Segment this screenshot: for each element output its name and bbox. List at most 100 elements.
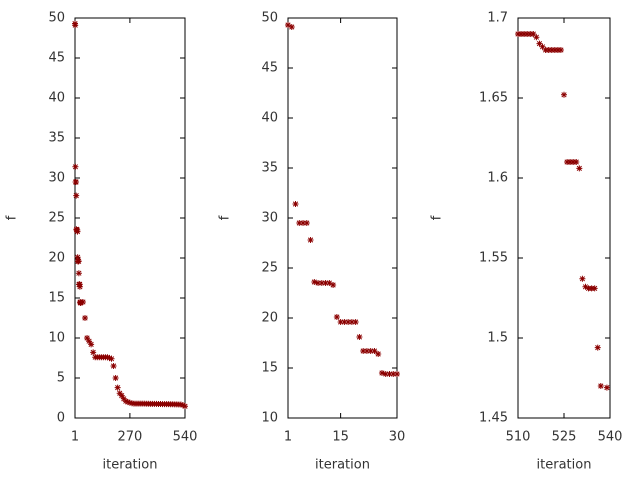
marker: [73, 179, 80, 185]
marker: [177, 401, 184, 408]
marker: [573, 159, 580, 165]
plot-frame: [287, 17, 398, 419]
y-tick-label: 1.6: [487, 171, 508, 186]
y-axis-label: f: [430, 215, 445, 220]
marker: [360, 348, 367, 354]
marker: [375, 351, 382, 357]
y-tick-label: 50: [261, 11, 278, 26]
y-tick-label: 15: [48, 291, 65, 306]
marker: [72, 22, 79, 29]
marker: [76, 283, 83, 290]
marker: [579, 275, 586, 282]
marker: [74, 254, 81, 261]
marker: [594, 344, 601, 351]
x-axis-label: iteration: [537, 458, 592, 473]
marker: [296, 220, 303, 226]
marker: [539, 43, 546, 50]
marker: [536, 40, 543, 47]
marker: [307, 237, 314, 243]
y-axis-label: f: [218, 215, 233, 220]
plot-frame: [517, 17, 611, 419]
y-tick-label: 40: [261, 111, 278, 126]
marker: [292, 201, 299, 207]
marker: [585, 285, 592, 292]
marker: [367, 348, 374, 354]
marker: [333, 314, 340, 320]
marker: [124, 399, 131, 405]
marker: [570, 159, 577, 165]
y-tick-label: 15: [261, 361, 278, 376]
marker: [73, 192, 80, 199]
x-tick-label: 510: [506, 430, 531, 445]
x-tick-label: 525: [552, 430, 577, 445]
y-tick-label: 25: [261, 261, 278, 276]
marker: [110, 363, 117, 369]
marker: [288, 24, 295, 30]
marker: [90, 349, 97, 356]
y-tick-label: 10: [261, 411, 278, 426]
y-tick-label: 5: [57, 371, 65, 386]
marker: [285, 22, 291, 28]
x-tick-label: 15: [332, 430, 349, 445]
marker: [318, 280, 325, 286]
x-tick-label: 540: [598, 430, 623, 445]
marker: [84, 335, 91, 341]
marker: [386, 371, 393, 377]
y-tick-label: 1.7: [487, 11, 508, 26]
marker: [122, 398, 129, 405]
x-axis-label: iteration: [315, 458, 370, 473]
y-tick-label: 30: [48, 171, 65, 186]
panel: 0 5 10 15 20 25 30 35 40 45 50 1 270 540 iteration f: [5, 11, 198, 473]
marker: [542, 47, 549, 53]
y-tick-label: 20: [48, 251, 65, 266]
marker: [518, 31, 525, 37]
marker: [75, 258, 82, 265]
marker: [363, 348, 370, 354]
marker: [597, 383, 604, 389]
marker: [108, 355, 115, 362]
marker: [104, 354, 111, 361]
marker: [75, 270, 82, 277]
marker: [530, 31, 537, 37]
y-tick-label: 45: [48, 51, 65, 66]
x-tick-label: 1: [71, 430, 79, 445]
panel: 10 15 20 25 30 35 40 45 50 1 15 30 iteration f: [218, 11, 406, 473]
marker: [382, 371, 389, 377]
x-tick-label: 540: [173, 430, 198, 445]
marker: [603, 384, 610, 391]
marker: [72, 163, 79, 170]
marker: [341, 319, 348, 325]
marker: [554, 47, 561, 53]
marker: [390, 371, 397, 377]
x-axis-label: iteration: [103, 458, 158, 473]
marker: [337, 319, 344, 325]
marker: [356, 334, 363, 340]
marker: [74, 228, 81, 235]
marker: [77, 299, 84, 306]
marker: [326, 280, 333, 286]
marker: [86, 338, 93, 345]
marker: [182, 403, 188, 410]
x-tick-label: 270: [117, 430, 142, 445]
marker: [315, 280, 322, 286]
y-tick-label: 20: [261, 311, 278, 326]
marker: [561, 91, 567, 98]
y-tick-label: 40: [48, 91, 65, 106]
marker: [527, 31, 534, 37]
y-tick-label: 30: [261, 211, 278, 226]
marker: [557, 47, 564, 53]
marker: [564, 159, 571, 165]
y-tick-label: 1.65: [479, 91, 508, 106]
marker: [88, 341, 95, 348]
x-tick-label: 1: [284, 430, 292, 445]
marker: [112, 375, 119, 381]
marker: [348, 319, 355, 325]
marker: [521, 31, 528, 37]
marker: [548, 47, 555, 53]
y-tick-label: 1.55: [479, 251, 508, 266]
y-tick-label: 25: [48, 211, 65, 226]
y-tick-label: 35: [261, 161, 278, 176]
y-tick-label: 1.45: [479, 411, 508, 426]
marker: [114, 384, 121, 391]
marker: [524, 31, 531, 37]
